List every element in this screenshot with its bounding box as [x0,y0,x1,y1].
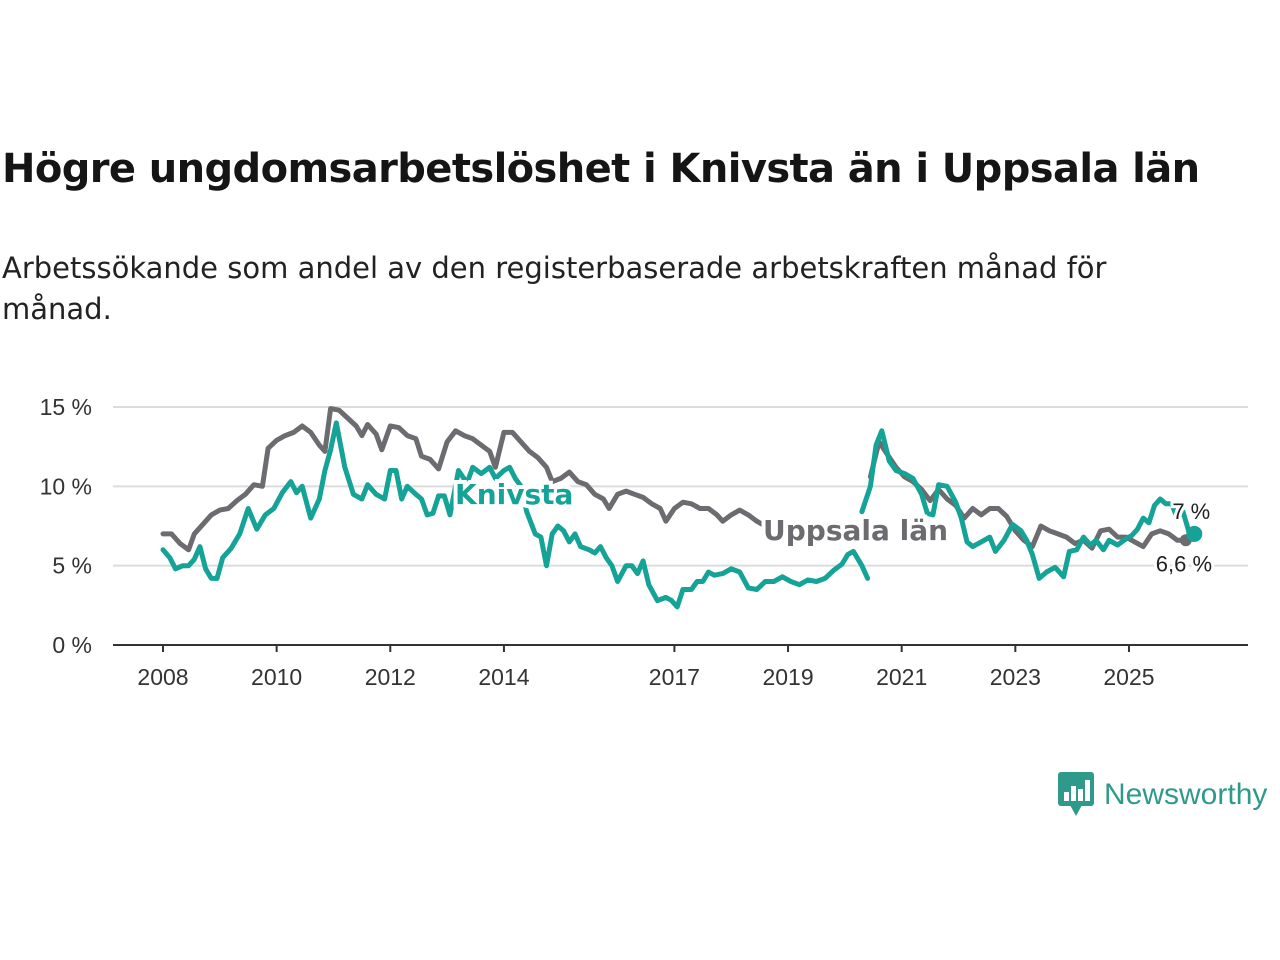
axes: 0 % 5 % 10 % 15 % 2008 2010 2012 2014 2017 2019 20… [40,394,1248,690]
chart-subtitle: Arbetssökande som andel av den registerb… [2,251,1107,326]
x-tick-label: 2017 [649,664,700,690]
series-line-knivsta-från-2020- [859,428,1197,581]
end-label-knivsta: 7 % [1172,499,1210,524]
x-tick-label: 2019 [762,664,813,690]
x-tick-label: 2025 [1103,664,1154,690]
series-labels: Knivsta Uppsala län 7 % 6,6 % [451,474,1215,579]
x-tick-label: 2023 [990,664,1041,690]
end-label-uppsala: 6,6 % [1156,551,1212,576]
x-tick-label: 2012 [365,664,416,690]
x-tick-label: 2008 [137,664,188,690]
newsworthy-logo[interactable]: Newsworthy [1058,772,1267,818]
y-tick-label: 0 % [52,632,92,658]
series-label-uppsala: Uppsala län [763,514,948,547]
series-line-knivsta [160,420,871,610]
y-tick-label: 15 % [40,394,92,420]
x-tick-label: 2014 [478,664,529,690]
x-tick-label: 2010 [251,664,302,690]
line-chart: 0 % 5 % 10 % 15 % 2008 2010 2012 2014 2017 2019 20… [40,394,1248,690]
end-marker-knivsta [1186,525,1203,542]
series-label-knivsta: Knivsta [455,478,573,511]
y-tick-label: 10 % [40,473,92,499]
series-line-uppsala-län [160,406,777,553]
brand-name: Newsworthy [1104,778,1268,811]
chart-title: Högre ungdomsarbetslöshet i Knivsta än i… [2,146,1200,192]
x-tick-label: 2021 [876,664,927,690]
series-lines [160,406,1197,610]
y-tick-label: 5 % [52,553,92,579]
newsworthy-bar-chart-icon [1058,772,1094,816]
